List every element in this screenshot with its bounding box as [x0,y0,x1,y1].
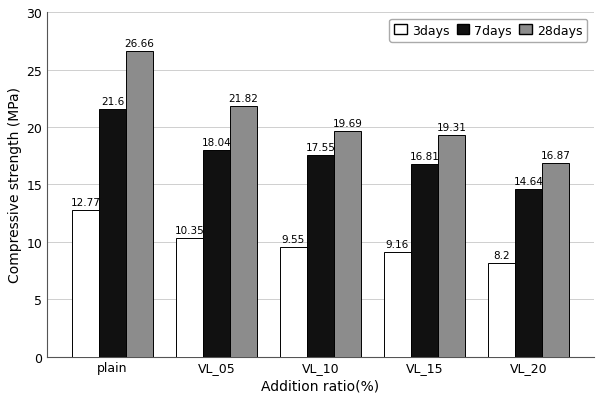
Bar [203,150,230,357]
Text: 14.64: 14.64 [514,176,543,186]
Text: 12.77: 12.77 [70,198,101,208]
Bar [126,52,153,357]
Bar [384,252,411,357]
Bar [307,156,334,357]
Bar [99,109,126,357]
Text: 19.31: 19.31 [436,123,467,133]
Text: 9.16: 9.16 [386,239,409,249]
Bar [230,107,257,357]
Bar [438,136,465,357]
Bar [72,211,99,357]
Bar [488,263,515,357]
Text: 18.04: 18.04 [202,138,231,147]
Bar [176,238,203,357]
Text: 17.55: 17.55 [305,143,335,153]
Bar [542,164,569,357]
Text: 26.66: 26.66 [125,39,155,49]
Text: 9.55: 9.55 [282,235,305,245]
Legend: 3days, 7days, 28days: 3days, 7days, 28days [389,20,588,43]
Bar [334,132,361,357]
Text: 21.6: 21.6 [101,97,124,107]
Bar [280,247,307,357]
Text: 8.2: 8.2 [493,250,509,260]
Bar [411,164,438,357]
Text: 10.35: 10.35 [175,225,205,235]
Text: 21.82: 21.82 [229,94,258,104]
Text: 16.81: 16.81 [409,152,439,162]
Bar [515,189,542,357]
X-axis label: Addition ratio(%): Addition ratio(%) [261,379,379,393]
Text: 16.87: 16.87 [541,151,570,161]
Text: 19.69: 19.69 [332,118,362,128]
Y-axis label: Compressive strength (MPa): Compressive strength (MPa) [8,87,22,283]
